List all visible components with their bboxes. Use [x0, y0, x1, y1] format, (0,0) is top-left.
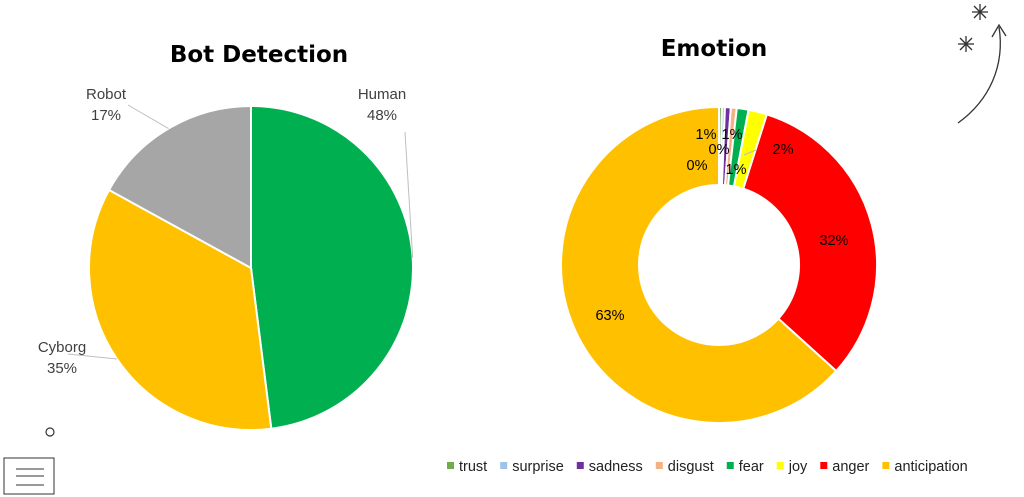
- slice-robot: [107, 104, 252, 270]
- emotion-labels: 0%0%1% 1%1%2%32%63%: [595, 127, 848, 324]
- leader-line-robot: [127, 104, 169, 129]
- label-robot: Robot: [86, 86, 127, 103]
- label-cyborg: Cyborg: [38, 339, 86, 356]
- emotion-title: Emotion: [661, 36, 768, 62]
- legend-marker-sadness: [576, 462, 584, 469]
- data-label-anger: 32%: [819, 233, 848, 249]
- curved-arrow-icon: [957, 23, 1007, 124]
- slice-human: [250, 104, 414, 430]
- legend-label-surprise: surprise: [512, 459, 564, 475]
- legend-marker-anticipation: [882, 462, 890, 469]
- slice-anger: [741, 113, 878, 373]
- slice-anticipation: [560, 105, 838, 424]
- data-label-trust: 0%: [687, 158, 708, 174]
- label-human: Human: [358, 86, 406, 103]
- sparkle-icon: [972, 4, 988, 20]
- emotion-chart: Emotion 0%0%1% 1%1%2%32%63% trust surprise…: [447, 36, 968, 475]
- legend-label-trust: trust: [459, 459, 487, 475]
- value-cyborg: 35%: [47, 360, 77, 377]
- legend-marker-anger: [820, 462, 828, 469]
- legend-label-anger: anger: [832, 459, 869, 475]
- menu-icon[interactable]: [3, 457, 55, 495]
- legend-label-joy: joy: [788, 459, 808, 475]
- legend-label-disgust: disgust: [668, 459, 714, 475]
- bot-detection-slices: [88, 104, 414, 431]
- bot-detection-chart: Bot Detection Human 48% Cyborg 35% Robot 17%: [38, 42, 414, 431]
- legend-label-fear: fear: [739, 459, 764, 475]
- leader-line-joy: [743, 149, 757, 156]
- value-human: 48%: [367, 107, 397, 124]
- legend-marker-fear: [726, 462, 734, 469]
- data-label-surprise: 0%: [709, 142, 730, 158]
- legend-marker-trust: [447, 462, 454, 469]
- legend-label-sadness: sadness: [589, 459, 643, 475]
- circle-icon: [45, 427, 55, 437]
- value-robot: 17%: [91, 107, 121, 124]
- data-label-sadness: 1%: [696, 127, 717, 143]
- sparkle-icon: [958, 36, 974, 52]
- legend-marker-joy: [776, 462, 784, 469]
- data-label-fear: 1%: [726, 162, 747, 178]
- data-label-joy: 2%: [773, 142, 794, 158]
- data-label-disgust: 1%: [722, 127, 743, 143]
- data-label-anticipation: 63%: [595, 308, 624, 324]
- leader-line-cyborg: [67, 353, 118, 360]
- leader-line-human: [404, 131, 414, 258]
- emotion-slices: [560, 105, 878, 424]
- bot-detection-labels: Human 48% Cyborg 35% Robot 17%: [38, 86, 414, 377]
- emotion-legend: trust surprise sadness disgust fear joy anger a…: [447, 459, 968, 475]
- legend-label-anticipation: anticipation: [894, 459, 967, 475]
- bot-detection-title: Bot Detection: [170, 42, 348, 68]
- legend-marker-surprise: [500, 462, 508, 469]
- legend-marker-disgust: [655, 462, 663, 469]
